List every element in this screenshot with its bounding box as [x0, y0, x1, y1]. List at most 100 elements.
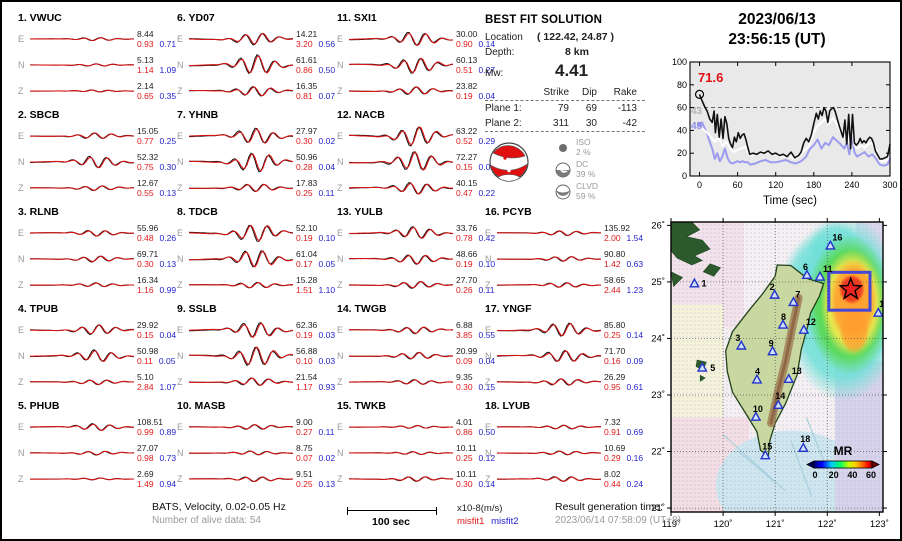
svg-text:122˚: 122˚ [818, 519, 837, 530]
waveform-trace [189, 85, 293, 97]
waveform-row: N 56.88 0.10 0.03 [177, 343, 335, 369]
component-label: E [337, 131, 344, 141]
misfit-values: 0.25 0.14 [604, 330, 643, 340]
component-label: N [177, 157, 184, 167]
waveform-row: E 108.51 0.99 0.89 [18, 414, 176, 440]
col-strike: Strike [543, 87, 569, 98]
fit-values: 52.10 0.19 0.10 [296, 223, 335, 243]
misfit2-value: 0.16 [626, 453, 644, 463]
component-label: Z [485, 474, 491, 484]
misfit2-value: 0.73 [159, 453, 177, 463]
svg-text:26˚: 26˚ [651, 220, 665, 231]
waveform-row: Z 10.11 0.30 0.14 [337, 466, 495, 492]
misfit2-value: 0.04 [159, 330, 177, 340]
filter-info: BATS, Velocity, 0.02-0.05 Hz [152, 501, 286, 513]
misfit-values: 0.65 0.35 [137, 91, 176, 101]
peak-amplitude: 85.80 [604, 320, 626, 330]
waveform-trace [349, 225, 453, 239]
peak-amplitude: 10.11 [456, 469, 477, 479]
waveform-row: N 61.04 0.17 0.05 [177, 246, 335, 272]
fit-values: 61.04 0.17 0.05 [296, 249, 335, 269]
waveform-row: N 5.13 1.14 1.09 [18, 52, 176, 78]
misfit1-value: 0.19 [456, 91, 473, 101]
component-label: Z [18, 86, 24, 96]
misfit-legend: misfit1 misfit2 [457, 516, 519, 527]
misfit2-value: 0.02 [318, 453, 336, 463]
fit-values: 8.44 0.93 0.71 [137, 29, 176, 49]
misfit2-value: 0.26 [159, 233, 177, 243]
misfit-values: 0.28 0.04 [296, 162, 335, 172]
fit-values: 15.28 1.51 1.10 [296, 275, 335, 295]
svg-text:100: 100 [672, 57, 687, 67]
waveform-trace [189, 450, 293, 456]
misfit1-value: 0.26 [456, 285, 473, 295]
peak-amplitude: 9.35 [456, 372, 473, 382]
misfit-values: 2.00 1.54 [604, 233, 643, 243]
station-block: 8. TDCB E 52.10 0.19 0.10 N 61.04 0.17 0.05 Z 15.2… [177, 206, 335, 298]
fit-values: 2.14 0.65 0.35 [137, 81, 176, 101]
waveform-row: E 52.10 0.19 0.10 [177, 220, 335, 246]
fit-values: 135.92 2.00 1.54 [604, 223, 643, 243]
fit-values: 5.10 2.84 1.07 [137, 372, 176, 392]
waveform-row: N 50.96 0.28 0.04 [177, 149, 335, 175]
waveform-trace [189, 281, 293, 289]
misfit1-value: 0.11 [137, 356, 153, 366]
map-station-label: 4 [755, 367, 760, 377]
fit-values: 21.54 1.17 0.93 [296, 372, 335, 392]
fit-values: 10.11 0.25 0.12 [456, 443, 495, 463]
waveform-row: E 55.96 0.48 0.26 [18, 220, 176, 246]
waveform-trace [30, 63, 134, 67]
waveform-trace [349, 31, 453, 47]
misfit-values: 1.14 1.09 [137, 65, 176, 75]
misfit2-value: 1.23 [626, 285, 644, 295]
fit-values: 9.00 0.27 0.11 [296, 417, 334, 437]
misfit-values: 0.19 0.10 [296, 233, 335, 243]
misfit-values: 0.86 0.50 [456, 427, 495, 437]
waveform-row: N 69.71 0.30 0.13 [18, 246, 176, 272]
peak-amplitude: 61.61 [296, 55, 318, 65]
misfit2-value: 0.03 [318, 330, 336, 340]
waveform-row: Z 9.51 0.25 0.13 [177, 466, 335, 492]
waveform-row: E 85.80 0.25 0.14 [485, 317, 643, 343]
fit-values: 20.99 0.09 0.04 [456, 346, 495, 366]
svg-text:120: 120 [768, 180, 783, 190]
component-label: E [177, 228, 184, 238]
fit-values: 15.05 0.77 0.25 [137, 126, 176, 146]
misfit-values: 1.51 1.10 [296, 285, 335, 295]
waveform-trace [189, 183, 293, 193]
misfit1-value: 0.99 [137, 427, 154, 437]
misfit1-value: 0.98 [137, 453, 154, 463]
peak-amplitude: 63.22 [456, 126, 478, 136]
waveform-row: Z 9.35 0.30 0.15 [337, 369, 495, 395]
misfit1-value: 0.30 [456, 382, 473, 392]
misfit-values: 0.27 0.11 [296, 427, 334, 437]
waveform-trace [30, 477, 134, 481]
misfit1-value: 0.86 [296, 65, 313, 75]
misfit-values: 1.17 0.93 [296, 382, 335, 392]
waveform-trace [497, 450, 601, 456]
component-label: E [18, 131, 25, 141]
misfit1-value: 0.86 [456, 427, 473, 437]
waveform-row: Z 2.14 0.65 0.35 [18, 78, 176, 104]
component-label: N [18, 448, 25, 458]
misfit1-value: 0.95 [604, 382, 621, 392]
peak-amplitude: 52.32 [137, 152, 159, 162]
misfit1-value: 3.85 [456, 330, 473, 340]
waveform-trace [30, 348, 134, 362]
peak-amplitude: 90.80 [604, 249, 626, 259]
misfit2-value: 0.27 [478, 65, 496, 75]
waveform-row: N 10.69 0.29 0.16 [485, 440, 643, 466]
station-header: 16. PCYB [485, 206, 532, 218]
waveform-trace [189, 424, 293, 430]
svg-text:Time (sec): Time (sec) [763, 195, 817, 207]
misfit1-value: 1.16 [137, 285, 154, 295]
waveform-trace [497, 424, 601, 430]
peak-amplitude: 5.13 [137, 55, 154, 65]
misfit-values: 0.11 0.05 [137, 356, 175, 366]
fit-values: 27.07 0.98 0.73 [137, 443, 176, 463]
peak-amplitude: 12.67 [137, 178, 159, 188]
generation-time-value: 2023/06/14 07:58:09 (UT+8) [555, 515, 681, 526]
fit-values: 50.98 0.11 0.05 [137, 346, 175, 366]
misfit1-value: 0.15 [137, 330, 154, 340]
misfit-values: 0.25 0.11 [296, 188, 334, 198]
